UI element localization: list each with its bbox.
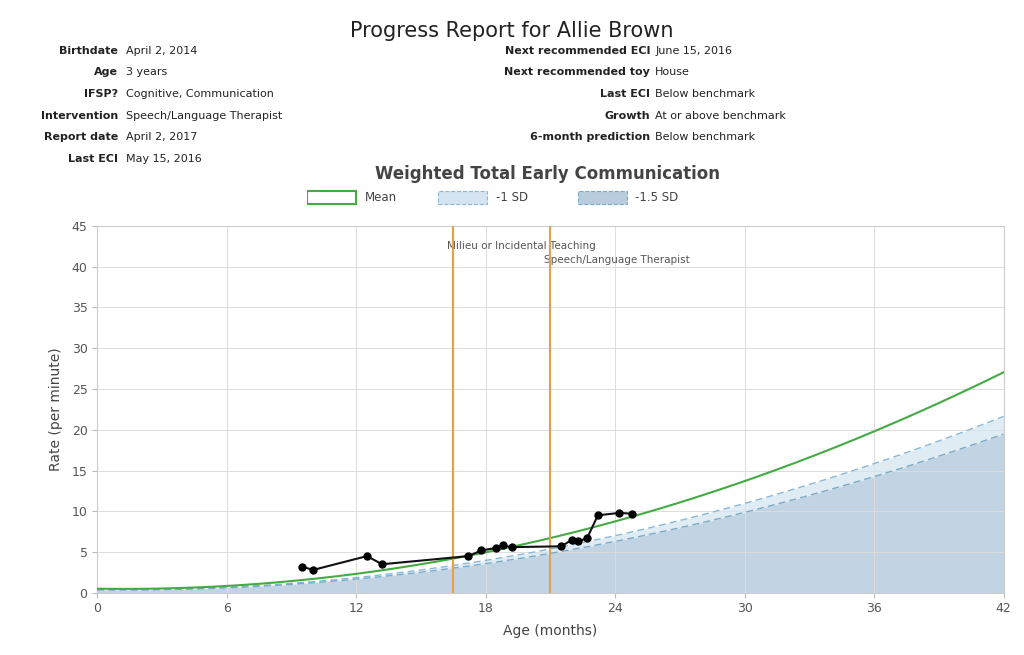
Text: Next recommended toy: Next recommended toy: [505, 67, 650, 77]
Text: -1 SD: -1 SD: [496, 191, 527, 204]
Text: Growth: Growth: [604, 111, 650, 121]
Text: House: House: [655, 67, 690, 77]
Text: Below benchmark: Below benchmark: [655, 132, 756, 142]
Text: 6-month prediction: 6-month prediction: [530, 132, 650, 142]
Text: Birthdate: Birthdate: [59, 46, 118, 56]
Bar: [438, 191, 487, 204]
Text: Report date: Report date: [43, 132, 118, 142]
Text: April 2, 2014: April 2, 2014: [126, 46, 198, 56]
Text: Age: Age: [94, 67, 118, 77]
Text: IFSP?: IFSP?: [84, 89, 118, 99]
Text: At or above benchmark: At or above benchmark: [655, 111, 786, 121]
Text: Weighted Total Early Communication: Weighted Total Early Communication: [376, 166, 720, 183]
Text: Cognitive, Communication: Cognitive, Communication: [126, 89, 273, 99]
Text: Milieu or Incidental Teaching: Milieu or Incidental Teaching: [446, 240, 596, 251]
Text: Last ECI: Last ECI: [600, 89, 650, 99]
Text: Next recommended ECI: Next recommended ECI: [505, 46, 650, 56]
Bar: [307, 191, 356, 204]
Text: 3 years: 3 years: [126, 67, 167, 77]
Text: April 2, 2017: April 2, 2017: [126, 132, 198, 142]
Text: May 15, 2016: May 15, 2016: [126, 154, 202, 164]
Bar: [578, 191, 627, 204]
Text: Speech/Language Therapist: Speech/Language Therapist: [544, 255, 690, 265]
Text: Last ECI: Last ECI: [68, 154, 118, 164]
Text: -1.5 SD: -1.5 SD: [635, 191, 678, 204]
Text: Intervention: Intervention: [41, 111, 118, 121]
Text: Speech/Language Therapist: Speech/Language Therapist: [126, 111, 283, 121]
Text: Below benchmark: Below benchmark: [655, 89, 756, 99]
Text: Progress Report for Allie Brown: Progress Report for Allie Brown: [350, 21, 674, 41]
Y-axis label: Rate (per minute): Rate (per minute): [49, 348, 63, 471]
Text: Mean: Mean: [365, 191, 396, 204]
X-axis label: Age (months): Age (months): [503, 624, 598, 638]
Text: June 15, 2016: June 15, 2016: [655, 46, 732, 56]
